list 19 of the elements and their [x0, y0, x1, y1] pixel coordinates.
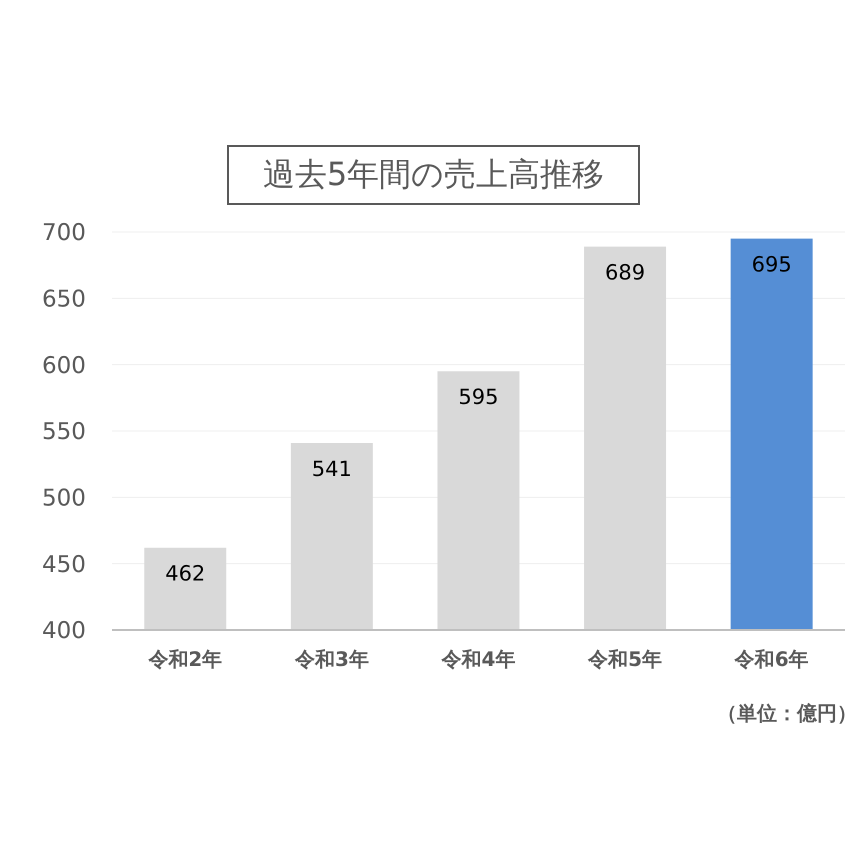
- data-label: 595: [458, 385, 498, 410]
- data-label: 695: [752, 252, 792, 277]
- data-label: 689: [605, 260, 646, 285]
- y-tick-label: 550: [42, 419, 86, 446]
- text: （単位：億円）: [717, 700, 857, 727]
- y-tick-label: 700: [42, 220, 86, 246]
- x-tick-label: 令和3年: [294, 647, 369, 672]
- y-tick-label: 600: [42, 352, 86, 379]
- y-tick-label: 450: [42, 552, 86, 578]
- x-tick-label: 令和4年: [440, 647, 516, 672]
- chart-title: 過去5年間の売上高推移: [226, 145, 640, 205]
- x-tick-label: 令和6年: [734, 647, 809, 672]
- y-tick-label: 500: [42, 486, 86, 512]
- data-label: 541: [312, 456, 352, 481]
- x-tick-label: 令和2年: [147, 647, 222, 672]
- y-tick-label: 400: [42, 618, 86, 644]
- data-label: 462: [165, 562, 206, 586]
- x-tick-label: 令和5年: [587, 647, 662, 672]
- y-tick-label: 650: [42, 286, 86, 312]
